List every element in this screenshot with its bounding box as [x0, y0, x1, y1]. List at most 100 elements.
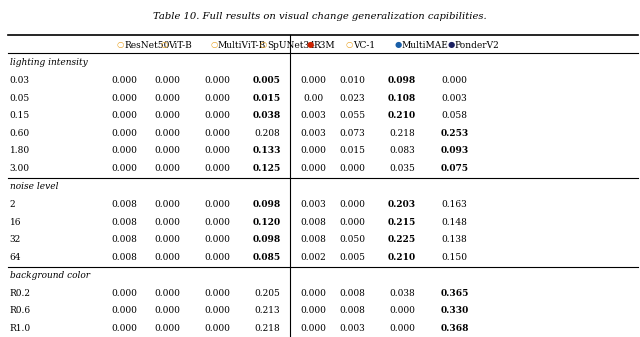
- Text: VC-1: VC-1: [353, 41, 375, 50]
- Text: 0.000: 0.000: [155, 111, 180, 120]
- Text: 0.000: 0.000: [301, 289, 326, 298]
- Text: 0.253: 0.253: [440, 128, 468, 137]
- Text: 0.000: 0.000: [389, 324, 415, 333]
- Text: 0.000: 0.000: [205, 306, 230, 315]
- Text: Table 10. Full results on visual change generalization capibilities.: Table 10. Full results on visual change …: [153, 12, 487, 21]
- Text: 0.003: 0.003: [301, 111, 326, 120]
- Text: 0.000: 0.000: [155, 146, 180, 155]
- Text: 0.008: 0.008: [111, 235, 137, 244]
- Text: 0.008: 0.008: [111, 252, 137, 262]
- Text: 0.055: 0.055: [340, 111, 365, 120]
- Text: 0.000: 0.000: [442, 76, 467, 85]
- Text: 0.000: 0.000: [301, 163, 326, 173]
- Text: 0.000: 0.000: [340, 217, 365, 226]
- Text: ○: ○: [117, 41, 124, 50]
- Text: 0.218: 0.218: [389, 128, 415, 137]
- Text: 0.225: 0.225: [388, 235, 416, 244]
- Text: SpUNet34: SpUNet34: [267, 41, 315, 50]
- Text: 3.00: 3.00: [10, 163, 29, 173]
- Text: 0.050: 0.050: [340, 235, 365, 244]
- Text: 0.000: 0.000: [205, 289, 230, 298]
- Text: 0.000: 0.000: [155, 128, 180, 137]
- Text: 0.005: 0.005: [340, 252, 365, 262]
- Text: 0.000: 0.000: [155, 93, 180, 102]
- Text: 0.000: 0.000: [111, 306, 137, 315]
- Text: 0.138: 0.138: [442, 235, 467, 244]
- Text: 0.008: 0.008: [301, 235, 326, 244]
- Text: 0.008: 0.008: [111, 200, 137, 209]
- Text: 0.203: 0.203: [388, 200, 416, 209]
- Text: 0.008: 0.008: [340, 289, 365, 298]
- Text: 0.133: 0.133: [253, 146, 281, 155]
- Text: 0.000: 0.000: [205, 217, 230, 226]
- Text: ●: ●: [395, 41, 402, 50]
- Text: 0.000: 0.000: [205, 128, 230, 137]
- Text: 0.163: 0.163: [442, 200, 467, 209]
- Text: 0.000: 0.000: [301, 146, 326, 155]
- Text: 0.03: 0.03: [10, 76, 29, 85]
- Text: 0.010: 0.010: [340, 76, 365, 85]
- Text: 0.000: 0.000: [205, 200, 230, 209]
- Text: 0.015: 0.015: [340, 146, 365, 155]
- Text: 0.008: 0.008: [301, 217, 326, 226]
- Text: 0.218: 0.218: [254, 324, 280, 333]
- Text: 0.015: 0.015: [253, 93, 281, 102]
- Text: 0.000: 0.000: [155, 252, 180, 262]
- Text: 0.023: 0.023: [340, 93, 365, 102]
- Text: noise level: noise level: [10, 182, 58, 191]
- Text: 0.000: 0.000: [155, 289, 180, 298]
- Text: 0.000: 0.000: [111, 163, 137, 173]
- Text: 0.210: 0.210: [388, 252, 416, 262]
- Text: 0.002: 0.002: [301, 252, 326, 262]
- Text: 0.000: 0.000: [155, 217, 180, 226]
- Text: 0.083: 0.083: [389, 146, 415, 155]
- Text: 0.000: 0.000: [301, 324, 326, 333]
- Text: 0.085: 0.085: [253, 252, 281, 262]
- Text: 0.000: 0.000: [155, 163, 180, 173]
- Text: 0.000: 0.000: [111, 76, 137, 85]
- Text: 0.000: 0.000: [389, 306, 415, 315]
- Text: ○: ○: [346, 41, 353, 50]
- Text: 0.000: 0.000: [111, 93, 137, 102]
- Text: 0.365: 0.365: [440, 289, 468, 298]
- Text: 0.208: 0.208: [254, 128, 280, 137]
- Text: 0.008: 0.008: [340, 306, 365, 315]
- Text: 0.000: 0.000: [205, 163, 230, 173]
- Text: 0.215: 0.215: [388, 217, 416, 226]
- Text: 0.000: 0.000: [301, 76, 326, 85]
- Text: 0.120: 0.120: [253, 217, 281, 226]
- Text: 0.60: 0.60: [10, 128, 29, 137]
- Text: 0.000: 0.000: [301, 306, 326, 315]
- Text: 0.008: 0.008: [111, 217, 137, 226]
- Text: 0.073: 0.073: [340, 128, 365, 137]
- Text: 0.000: 0.000: [205, 111, 230, 120]
- Text: 0.003: 0.003: [340, 324, 365, 333]
- Text: R0.6: R0.6: [10, 306, 31, 315]
- Text: 32: 32: [10, 235, 21, 244]
- Text: lighting intensity: lighting intensity: [10, 58, 87, 67]
- Text: 0.00: 0.00: [303, 93, 324, 102]
- Text: ○: ○: [260, 41, 267, 50]
- Text: 0.125: 0.125: [253, 163, 281, 173]
- Text: 0.093: 0.093: [440, 146, 468, 155]
- Text: 0.058: 0.058: [442, 111, 467, 120]
- Text: 0.003: 0.003: [301, 128, 326, 137]
- Text: 16: 16: [10, 217, 21, 226]
- Text: 0.148: 0.148: [442, 217, 467, 226]
- Text: 2: 2: [10, 200, 15, 209]
- Text: 0.330: 0.330: [440, 306, 468, 315]
- Text: ResNet50: ResNet50: [124, 41, 170, 50]
- Text: 0.075: 0.075: [440, 163, 468, 173]
- Text: 0.000: 0.000: [111, 111, 137, 120]
- Text: 0.210: 0.210: [388, 111, 416, 120]
- Text: 0.000: 0.000: [205, 93, 230, 102]
- Text: 0.000: 0.000: [155, 235, 180, 244]
- Text: MultiViT-B: MultiViT-B: [218, 41, 266, 50]
- Text: ●: ●: [307, 41, 314, 50]
- Text: R1.0: R1.0: [10, 324, 31, 333]
- Text: 0.005: 0.005: [253, 76, 281, 85]
- Text: 0.000: 0.000: [155, 306, 180, 315]
- Text: R0.2: R0.2: [10, 289, 31, 298]
- Text: 0.000: 0.000: [155, 200, 180, 209]
- Text: 64: 64: [10, 252, 21, 262]
